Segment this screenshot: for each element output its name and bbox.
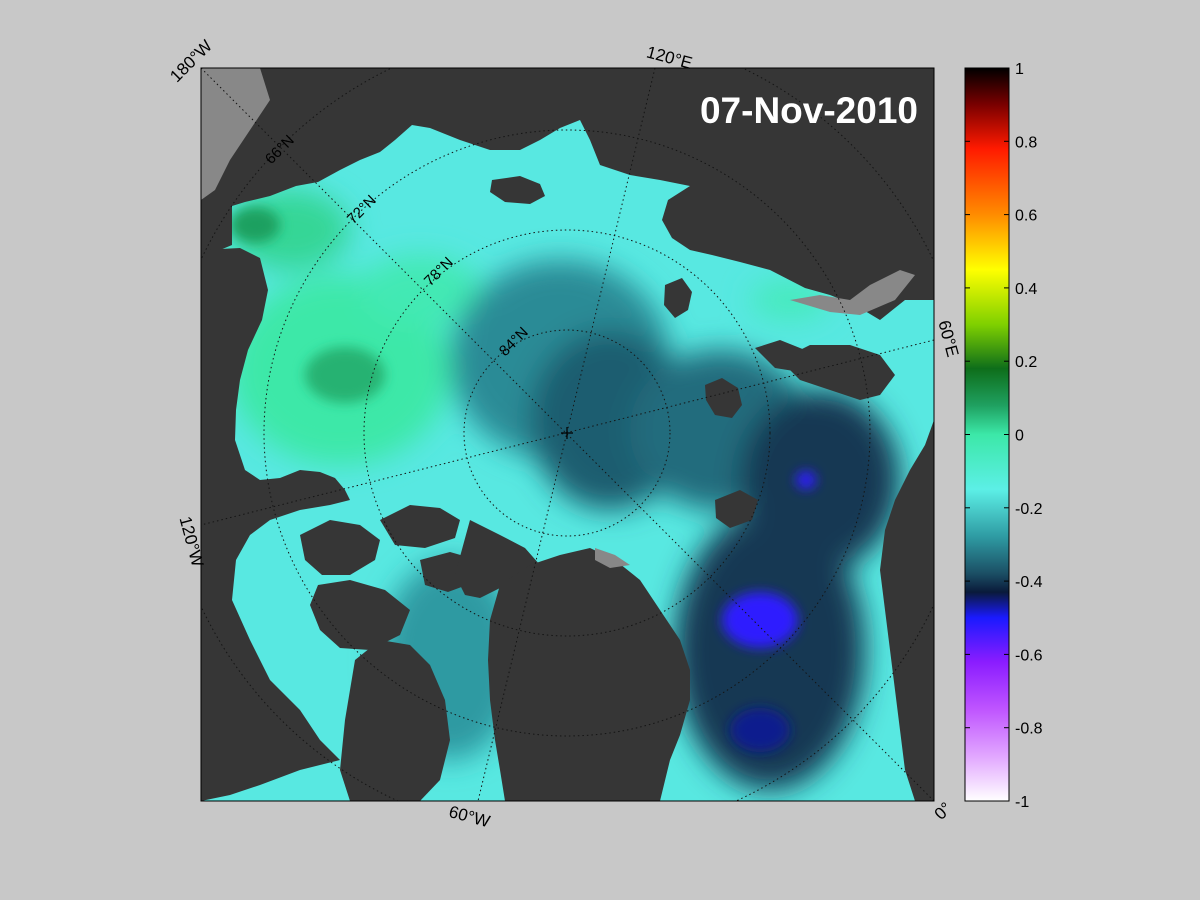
colorbar-tick-label: -0.6 [1015,647,1043,664]
field-fram-min [730,708,790,752]
colorbar-tick-label: 0.6 [1015,208,1037,225]
field-greenland-min [722,592,798,648]
parallel-72 [263,129,871,737]
shelf-kara-coast [790,270,915,315]
land-scandinavia [880,420,934,801]
land-baffin-island [340,640,450,801]
land-new-siberian [490,176,545,204]
land-greenland [488,548,690,801]
colorbar-ramp [964,67,1010,802]
north-pole-marker [561,427,573,439]
longitude-label-0: 0° [931,799,956,824]
land-iceland [715,490,758,528]
land-siberia [201,68,934,320]
colorbar: 1 0.8 0.6 0.4 0.2 0 -0.2 -0.4 -0.6 -0.8 -1 [964,61,1043,811]
colorbar-tick-label: 0.8 [1015,134,1037,151]
colorbar-tick-label: 0 [1015,428,1024,445]
parallel-84 [463,329,671,537]
ice-shelf-regions [201,68,915,568]
parallel-78 [363,229,771,637]
land-victoria-island [310,580,410,650]
colorbar-tick-label: -0.8 [1015,721,1043,738]
colorbar-tick-label: 1 [1015,61,1024,78]
colorbar-tick-label: -1 [1015,794,1029,811]
land-melville-island [380,505,460,548]
colorbar-tick-label: 0.2 [1015,354,1037,371]
colorbar-tick-label: -0.2 [1015,501,1043,518]
map-frame [200,67,935,802]
land-banks-island [300,520,380,575]
data-field-extremes [230,207,816,752]
polar-map [201,68,934,801]
colorbar-tick-label: 0.4 [1015,281,1037,298]
longitude-label-60e: 60°E [934,318,962,359]
field-barents-min [796,471,816,489]
colorbar-tick-label: -0.4 [1015,574,1043,591]
field-east-siberian [360,255,480,325]
map-title: 07-Nov-2010 [700,90,918,131]
shelf-greenland-coast [595,548,630,568]
longitude-label-60w: 60°W [447,802,492,831]
field-greenland-sea [675,510,865,790]
land-svalbard [705,378,742,418]
land-severnaya-zemlya [664,278,692,318]
field-chukchi-max [230,207,280,243]
colorbar-ticks: 1 0.8 0.6 0.4 0.2 0 -0.2 -0.4 -0.6 -0.8 -1 [965,61,1043,811]
field-beaufort-max [305,347,385,403]
shelf-bering [201,68,270,200]
land-alaska [201,248,350,801]
land-novaya-zemlya [780,345,895,400]
land-masses [201,68,934,801]
